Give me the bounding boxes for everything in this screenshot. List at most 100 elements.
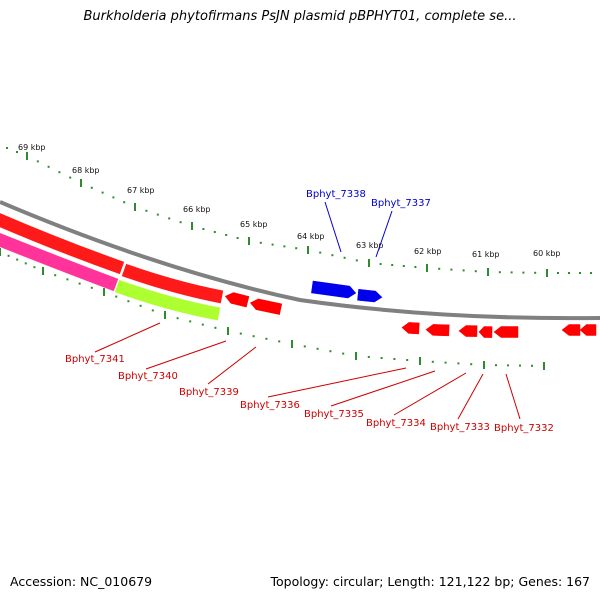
kbp-tick-label: 68 kbp [72,166,100,175]
kbp-minor-tick [168,217,171,220]
kbp-minor-tick [379,263,382,265]
gene-arrow[interactable] [478,326,493,338]
label-leader-line [330,370,436,407]
kbp-minor-tick [112,196,115,199]
gene-label[interactable]: Bphyt_7337 [371,198,431,209]
label-leader-line [267,367,407,398]
kbp-minor-tick [579,272,581,274]
inner-minor-tick [265,337,268,340]
kbp-tick-label: 67 kbp [127,186,155,195]
gene-label[interactable]: Bphyt_7336 [240,400,300,411]
kbp-minor-tick [462,269,465,272]
kbp-minor-tick [510,271,513,274]
inner-minor-tick [7,254,10,257]
inner-minor-tick [252,335,255,338]
inner-minor-tick [519,364,521,367]
inner-minor-tick [431,360,434,363]
inner-minor-tick [127,300,130,303]
gene-label[interactable]: Bphyt_7333 [430,422,490,433]
kbp-minor-tick [450,268,453,271]
kbp-ruler: 69 kbp 68 kbp 67 kbp 66 kbp 65 kbp 64 kbp 63 k… [6,143,592,277]
label-leader-line [324,201,342,253]
kbp-minor-tick [391,264,394,266]
gene-arrow[interactable] [425,324,450,337]
gene-label[interactable]: Bphyt_7339 [179,387,239,398]
kbp-minor-tick [156,213,159,216]
gene-label[interactable]: Bphyt_7340 [118,371,178,382]
red-track-outer [0,213,125,275]
gene-arrow[interactable] [311,280,357,299]
kbp-minor-tick [295,247,298,250]
inner-minor-tick [316,347,319,350]
kbp-minor-tick [179,221,182,224]
gene-label[interactable]: Bphyt_7335 [304,409,364,420]
kbp-minor-tick [259,241,262,244]
inner-minor-tick [470,363,473,366]
inner-minor-tick [239,332,242,335]
kbp-minor-tick [283,245,286,248]
kbp-minor-tick [6,147,8,149]
kbp-minor-tick [534,271,537,274]
kbp-tick-label: 61 kbp [472,250,500,259]
kbp-minor-tick [90,186,93,189]
gene-label[interactable]: Bphyt_7332 [494,423,554,434]
backbone-arc [0,200,600,321]
kbp-minor-tick [568,272,570,274]
kbp-tick-label: 65 kbp [240,220,268,229]
gene-arrow[interactable] [357,289,383,303]
inner-minor-tick [176,317,179,320]
gene-labels: Bphyt_7338 Bphyt_7337 Bphyt_7341 Bphyt_7340… [65,189,554,434]
inner-minor-tick [495,364,497,367]
kbp-minor-tick [16,151,18,153]
label-leader-line [375,210,393,258]
inner-minor-tick [342,352,345,355]
kbp-minor-tick [213,231,216,233]
kbp-minor-tick [402,265,405,267]
inner-minor-tick [393,358,396,360]
inner-minor-tick [329,350,332,353]
inner-minor-tick [380,357,383,359]
kbp-minor-tick [225,234,228,236]
kbp-tick-label: 64 kbp [297,232,325,241]
inner-minor-tick [444,361,447,364]
gene-arrow[interactable] [561,324,581,336]
label-leader-line [207,346,257,385]
gene-arrow[interactable] [579,324,597,336]
gene-arrow[interactable] [458,325,478,337]
kbp-minor-tick [414,266,417,268]
gene-arrow[interactable] [401,322,420,335]
kbp-tick-label: 69 kbp [18,143,46,152]
gene-label[interactable]: Bphyt_7338 [306,189,366,200]
label-leader-line [94,322,161,353]
kbp-tick-label: 60 kbp [533,249,561,258]
kbp-minor-tick [438,267,441,270]
gene-arrow[interactable] [249,297,283,315]
inner-minor-tick [33,266,36,269]
label-leader-line [393,372,467,416]
gene-arrow[interactable] [224,291,250,308]
inner-minor-tick [507,364,509,367]
gene-arrows [224,280,597,338]
inner-minor-tick [457,362,460,365]
gene-label[interactable]: Bphyt_7341 [65,354,125,365]
kbp-minor-tick [522,271,525,274]
inner-minor-tick [78,282,81,285]
gene-label[interactable]: Bphyt_7334 [366,418,426,429]
magenta-track [0,232,119,292]
inner-minor-tick [139,304,142,307]
kbp-minor-tick [474,270,477,273]
kbp-minor-tick [69,176,72,179]
kbp-minor-tick [319,251,322,254]
kbp-minor-tick [145,209,148,212]
inner-ruler [0,248,545,370]
map-title: Burkholderia phytofirmans PsJN plasmid p… [83,9,517,24]
kbp-minor-tick [557,272,559,274]
gene-arrow[interactable] [493,326,519,338]
kbp-minor-tick [123,201,126,204]
inner-minor-tick [303,345,306,348]
kbp-minor-tick [36,160,39,163]
inner-minor-tick [90,286,93,289]
feature-tracks [0,213,224,321]
label-leader-lines [94,201,521,420]
